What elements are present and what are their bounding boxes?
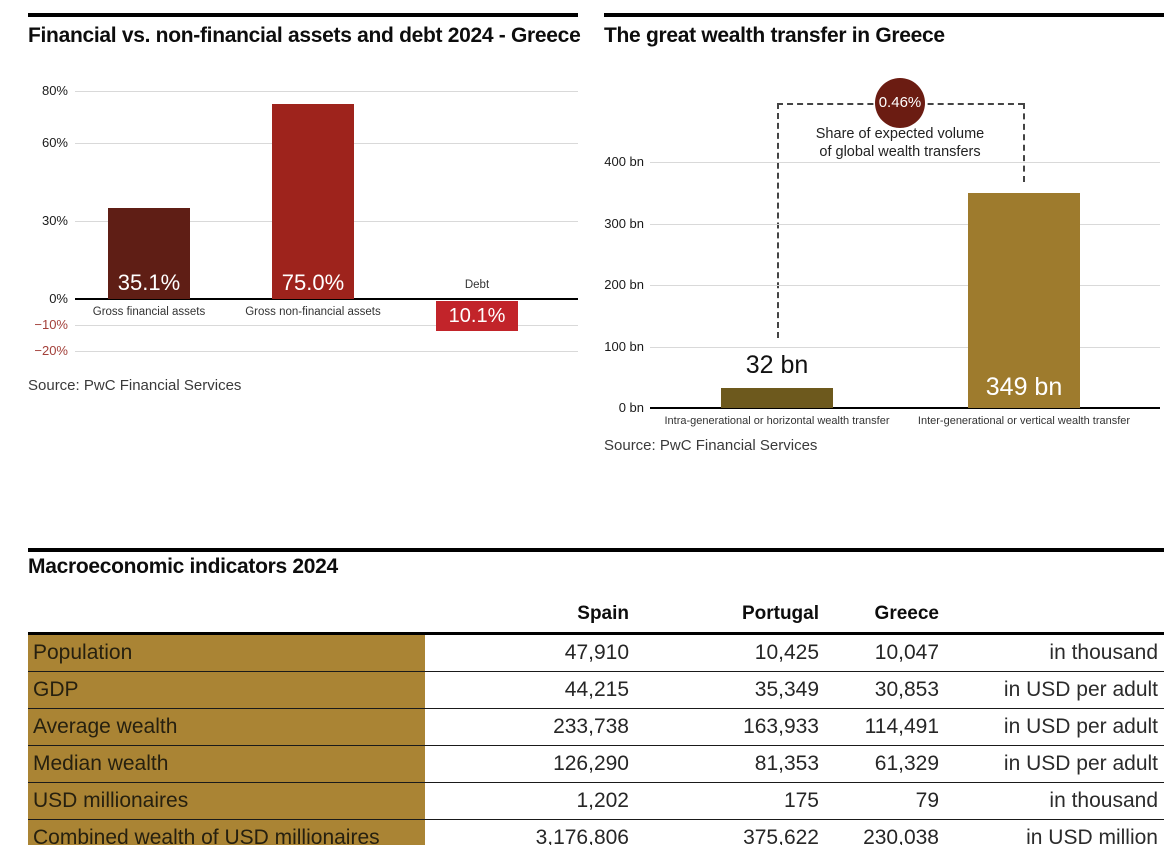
row-label-cell: Population bbox=[28, 633, 425, 672]
assets-debt-chart: 80% 60% 30% 0% −10% −20% 35.1% Gross financial … bbox=[28, 70, 578, 370]
right-panel-top-rule bbox=[604, 13, 1164, 17]
table-row: Average wealth 233,738 163,933 114,491 in US… bbox=[28, 708, 1164, 746]
value-cell: 10,425 bbox=[754, 641, 819, 664]
right-chart-title: The great wealth transfer in Greece bbox=[604, 24, 945, 47]
header-greece: Greece bbox=[821, 603, 941, 635]
y-tick-label: −20% bbox=[34, 343, 68, 358]
unit-cell: in thousand bbox=[1049, 641, 1158, 664]
row-label-cell: USD millionaires bbox=[28, 782, 425, 820]
table-row: Median wealth 126,290 81,353 61,329 in USD p… bbox=[28, 745, 1164, 783]
value-cell: 47,910 bbox=[564, 641, 629, 664]
unit-cell: in USD per adult bbox=[941, 708, 1164, 746]
left-panel-top-rule bbox=[28, 13, 578, 17]
macro-indicators-table: Spain Portugal Greece Population 47,910 10… bbox=[28, 603, 1164, 845]
bar-category-label: Gross non-financial assets bbox=[245, 306, 381, 318]
value-cell: 61,329 bbox=[821, 745, 941, 783]
gridline bbox=[75, 91, 578, 92]
annotation-dashed-left-line bbox=[777, 103, 779, 338]
annotation-dashed-right-line bbox=[1023, 103, 1025, 182]
y-tick-label: 200 bn bbox=[604, 277, 644, 292]
table-title: Macroeconomic indicators 2024 bbox=[28, 555, 338, 578]
value-cell: 10,047 bbox=[874, 641, 939, 664]
unit-cell: in USD per adult bbox=[941, 671, 1164, 709]
gridline bbox=[75, 351, 578, 352]
header-empty-cell bbox=[28, 603, 425, 635]
annotation-caption-line2: of global wealth transfers bbox=[819, 144, 981, 160]
table-row: USD millionaires 1,202 175 79 in thousand bbox=[28, 782, 1164, 820]
bar-category-label: Gross financial assets bbox=[92, 306, 206, 318]
row-label-cell: GDP bbox=[28, 671, 425, 709]
value-cell: 1,202 bbox=[425, 782, 631, 820]
value-cell: 114,491 bbox=[821, 708, 941, 746]
value-cell: 3,176,806 bbox=[425, 819, 631, 845]
y-tick-label: 0% bbox=[49, 291, 68, 306]
left-chart-source: Source: PwC Financial Services bbox=[28, 377, 242, 394]
left-chart-title: Financial vs. non-financial assets and d… bbox=[28, 24, 581, 47]
gridline bbox=[650, 162, 1160, 163]
value-cell: 233,738 bbox=[425, 708, 631, 746]
annotation-caption-line1: Share of expected volume bbox=[815, 126, 985, 142]
header-unit-cell bbox=[941, 603, 1164, 635]
macro-table-section: Macroeconomic indicators 2024 Spain Port… bbox=[28, 548, 1164, 845]
gridline bbox=[650, 285, 1160, 286]
y-tick-label: 0 bn bbox=[618, 400, 644, 415]
bar-2 bbox=[272, 104, 354, 299]
value-cell: 79 bbox=[821, 782, 941, 820]
bar-1 bbox=[721, 388, 833, 408]
header-portugal: Portugal bbox=[631, 603, 821, 635]
value-cell: 375,622 bbox=[631, 819, 821, 845]
bar-value-label: 10.1% bbox=[448, 305, 506, 327]
value-cell: 163,933 bbox=[631, 708, 821, 746]
right-chart-source: Source: PwC Financial Services bbox=[604, 437, 818, 454]
y-tick-label: 30% bbox=[41, 213, 68, 228]
row-label-cell: Average wealth bbox=[28, 708, 425, 746]
value-cell: 30,853 bbox=[821, 671, 941, 709]
x-axis-line bbox=[650, 407, 1160, 409]
bar-3 bbox=[436, 301, 518, 332]
share-badge: 0.46% bbox=[875, 78, 925, 128]
bar-value-label: 32 bn bbox=[745, 351, 809, 380]
row-label-cell: Median wealth bbox=[28, 745, 425, 783]
bar-1 bbox=[108, 207, 190, 299]
unit-cell: in USD per adult bbox=[941, 745, 1164, 783]
table-top-rule bbox=[28, 548, 1164, 552]
y-tick-label: 60% bbox=[41, 135, 68, 150]
bar-value-label: 35.1% bbox=[117, 270, 181, 295]
unit-cell: in thousand bbox=[941, 782, 1164, 820]
share-badge-value: 0.46% bbox=[878, 94, 922, 111]
y-tick-label: 80% bbox=[41, 83, 68, 98]
x-axis-line bbox=[75, 298, 578, 300]
value-cell: 230,038 bbox=[821, 819, 941, 845]
y-tick-label: −10% bbox=[34, 317, 68, 332]
bar-value-label: 75.0% bbox=[281, 270, 345, 295]
gridline bbox=[650, 223, 1160, 225]
header-spain: Spain bbox=[425, 603, 631, 635]
value-cell: 35,349 bbox=[631, 671, 821, 709]
gridline bbox=[650, 346, 1160, 348]
gridline bbox=[75, 325, 578, 326]
y-tick-label: 100 bn bbox=[604, 338, 644, 354]
value-cell: 81,353 bbox=[631, 745, 821, 783]
table-header-row: Spain Portugal Greece bbox=[28, 603, 1164, 635]
wealth-transfer-chart: 0.46% Share of expected volume of global… bbox=[604, 60, 1164, 440]
bar-category-label: Inter-generational or vertical wealth tr… bbox=[917, 415, 1131, 427]
y-tick-label: 400 bn bbox=[604, 154, 644, 169]
table-row: GDP 44,215 35,349 30,853 in USD per adult bbox=[28, 671, 1164, 709]
table-row: Combined wealth of USD millionaires 3,176… bbox=[28, 819, 1164, 845]
table-row: Population 47,910 10,425 10,047 in thousand bbox=[28, 633, 1164, 672]
y-tick-label: 300 bn bbox=[604, 215, 644, 231]
unit-cell: in USD million bbox=[941, 819, 1164, 845]
value-cell: 175 bbox=[631, 782, 821, 820]
bar-category-label: Debt bbox=[464, 279, 490, 291]
bar-value-label: 349 bn bbox=[985, 373, 1063, 401]
row-label-cell: Combined wealth of USD millionaires bbox=[28, 819, 425, 845]
value-cell: 44,215 bbox=[425, 671, 631, 709]
value-cell: 126,290 bbox=[425, 745, 631, 783]
bar-category-label: Intra-generational or horizontal wealth … bbox=[664, 415, 890, 427]
bar-2 bbox=[968, 193, 1080, 408]
